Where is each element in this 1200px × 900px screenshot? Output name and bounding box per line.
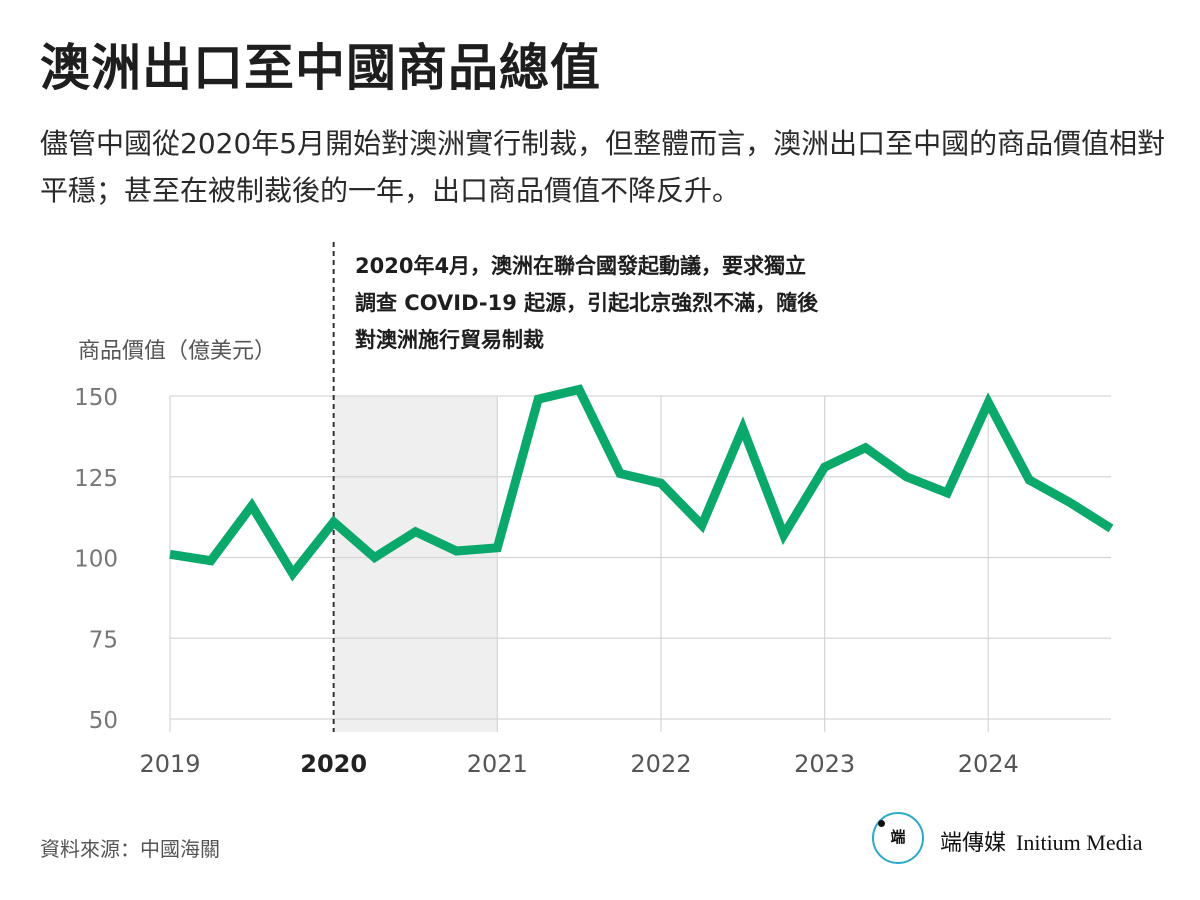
logo-dot-icon bbox=[878, 820, 885, 827]
brand-name-zh: 端傳媒 bbox=[940, 831, 1007, 856]
annotation-text-line: 2020年4月，澳洲在聯合國發起動議，要求獨立 bbox=[355, 254, 806, 278]
chart-subtitle: 儘管中國從2020年5月開始對澳洲實行制裁，但整體而言，澳洲出口至中國的商品價值… bbox=[40, 127, 1166, 207]
sanction-period-shade bbox=[333, 396, 498, 732]
x-tick-label: 2021 bbox=[467, 750, 528, 778]
initium-logo: 端 bbox=[872, 812, 924, 864]
brand-name-en: Initium Media bbox=[1016, 830, 1143, 855]
y-tick-label: 75 bbox=[89, 627, 118, 653]
logo-mark: 端 bbox=[890, 828, 906, 846]
y-tick-label: 50 bbox=[89, 708, 118, 734]
y-axis-title: 商品價值（億美元） bbox=[78, 339, 276, 364]
y-tick-label: 100 bbox=[74, 547, 118, 573]
export-value-line bbox=[169, 384, 1114, 582]
x-tick-label: 2020 bbox=[300, 750, 367, 778]
x-tick-label: 2023 bbox=[794, 750, 855, 778]
x-tick-label: 2024 bbox=[958, 750, 1019, 778]
x-tick-label: 2019 bbox=[139, 750, 200, 778]
annotation-text-line: 對澳洲施行貿易制裁 bbox=[355, 328, 544, 352]
y-tick-label: 125 bbox=[74, 466, 118, 492]
brand-name: 端傳媒 Initium Media bbox=[940, 825, 1143, 857]
chart-title: 澳洲出口至中國商品總值 bbox=[40, 39, 601, 97]
x-tick-label: 2022 bbox=[630, 750, 691, 778]
y-tick-label: 150 bbox=[74, 385, 118, 411]
annotation-text-line: 調查 COVID-19 起源，引起北京強烈不滿，隨後 bbox=[355, 291, 819, 315]
source-note: 資料來源：中國海關 bbox=[40, 837, 220, 861]
